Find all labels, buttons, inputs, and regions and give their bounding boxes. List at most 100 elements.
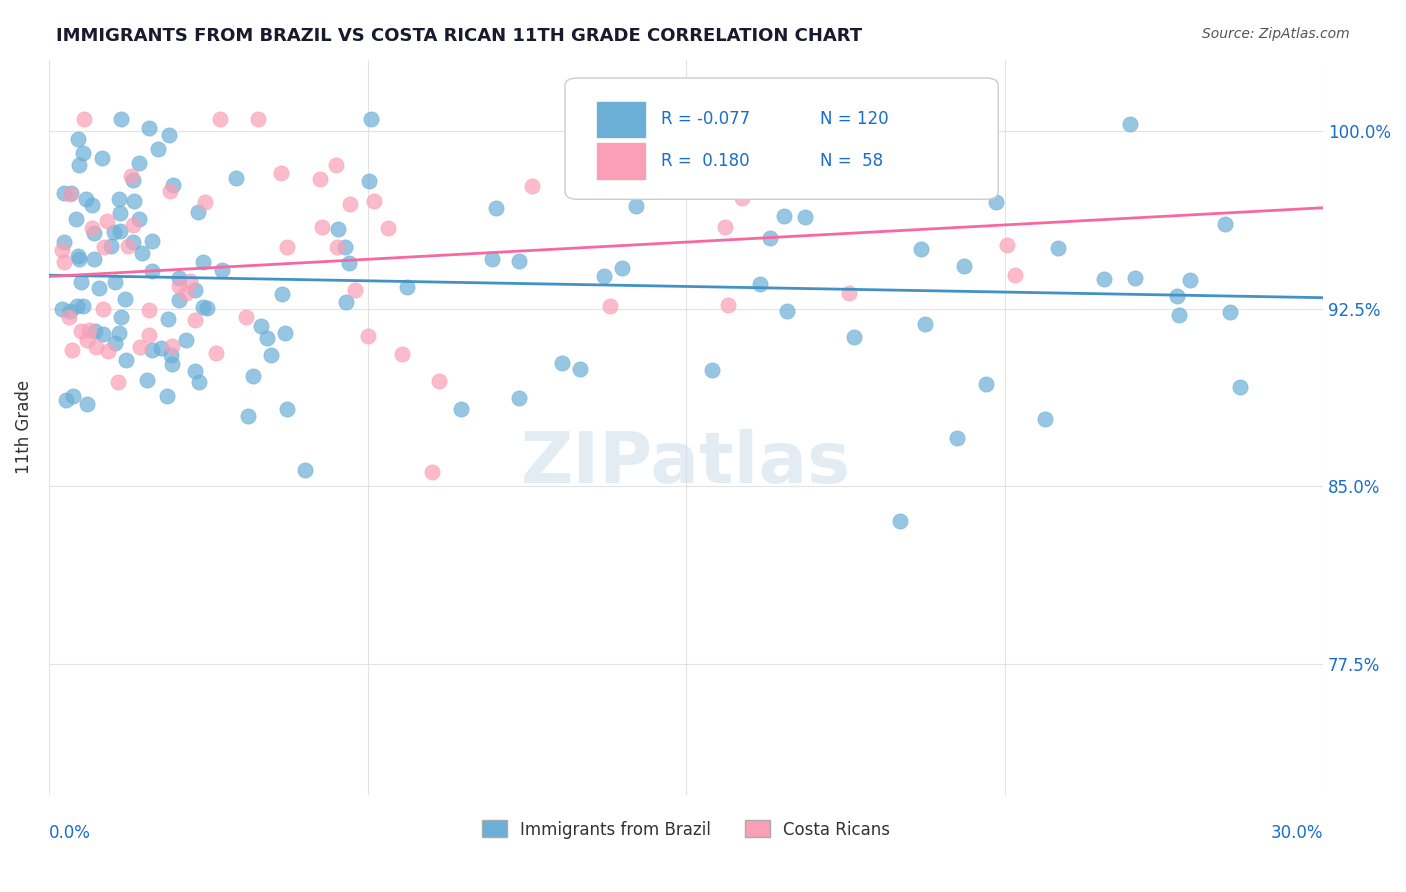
Point [131,245,153,260]
Point [984,195,1007,210]
Point [60,343,83,357]
Point [114,292,136,306]
Point [67,252,90,267]
Point [72,299,94,313]
Point [73,112,96,126]
Text: R =  0.180: R = 0.180 [661,152,749,170]
Point [270,166,292,180]
Point [271,287,294,301]
Point [211,262,233,277]
Point [79,323,101,337]
Point [605,184,627,198]
Point [80,198,103,212]
Point [59,187,82,202]
Point [138,328,160,343]
Point [76,333,98,347]
Point [610,260,633,275]
Point [157,128,180,142]
Point [593,269,616,284]
Point [396,280,419,294]
Point [110,112,132,126]
Point [122,235,145,249]
Point [149,342,172,356]
Point [481,252,503,266]
Point [183,283,205,297]
Point [138,303,160,318]
Point [66,299,89,313]
Point [236,409,259,423]
Point [146,142,169,156]
Point [162,178,184,192]
Point [167,293,190,308]
Legend: Immigrants from Brazil, Costa Ricans: Immigrants from Brazil, Costa Ricans [475,814,897,846]
Point [194,194,217,209]
Point [55,393,77,408]
FancyBboxPatch shape [565,78,998,199]
Point [83,226,105,240]
Point [174,285,197,300]
Point [115,352,138,367]
Point [52,186,75,200]
Point [159,184,181,198]
Point [713,219,735,234]
Point [66,249,89,263]
Point [67,132,90,146]
Point [946,431,969,445]
Point [122,194,145,208]
Point [624,199,647,213]
Point [120,169,142,184]
Point [309,171,332,186]
Point [70,324,93,338]
Point [160,348,183,362]
Point [326,240,349,254]
Point [915,137,938,152]
Point [141,263,163,277]
Text: N =  58: N = 58 [820,152,883,170]
Point [174,334,197,348]
Point [337,255,360,269]
Point [508,391,530,405]
Point [363,194,385,209]
Point [91,326,114,341]
Point [246,112,269,126]
Point [1123,270,1146,285]
Point [914,317,936,331]
Point [1004,268,1026,282]
Point [891,112,914,126]
Point [1119,117,1142,131]
Point [108,192,131,206]
Point [51,244,73,258]
Point [184,364,207,378]
Point [179,274,201,288]
Point [508,253,530,268]
Point [96,213,118,227]
Point [162,357,184,371]
Point [191,300,214,314]
Point [974,377,997,392]
Point [731,191,754,205]
Bar [598,102,645,136]
Point [75,192,97,206]
Point [391,347,413,361]
Point [995,237,1018,252]
Point [344,283,367,297]
Point [129,340,152,354]
Point [339,197,361,211]
Point [122,173,145,187]
Point [187,205,209,219]
Point [191,255,214,269]
Point [91,151,114,165]
Point [242,368,264,383]
Point [776,303,799,318]
Point [360,112,382,126]
Point [100,239,122,253]
Point [167,271,190,285]
Point [138,120,160,135]
Point [97,343,120,358]
Point [276,402,298,417]
Point [59,304,82,318]
Text: N = 120: N = 120 [820,110,889,128]
Point [335,240,357,254]
Text: 0.0%: 0.0% [49,824,91,842]
Point [225,171,247,186]
